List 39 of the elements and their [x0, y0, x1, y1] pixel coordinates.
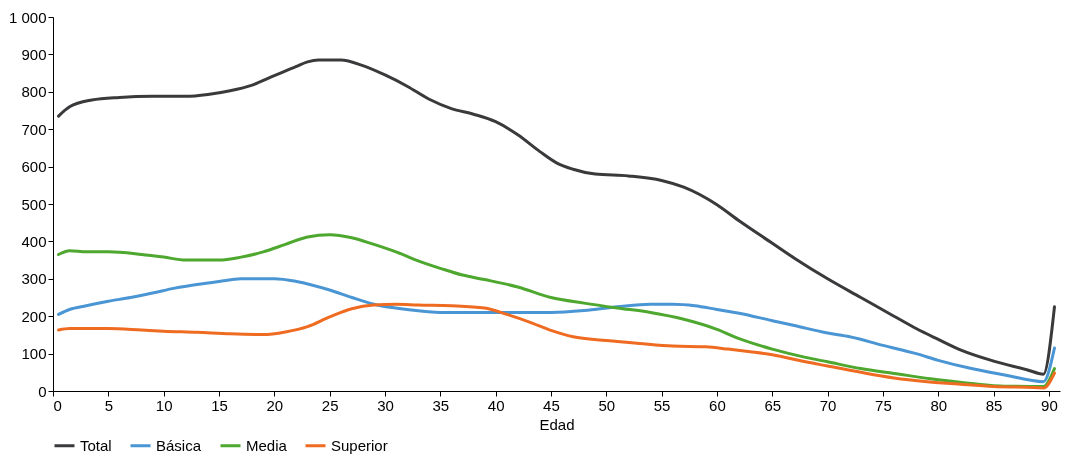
x-tick-label: 80: [930, 396, 948, 414]
legend-label: Superior: [331, 436, 388, 454]
y-tick-label: 600: [21, 158, 47, 176]
y-tick-label: 200: [21, 307, 47, 325]
x-tick-label: 15: [211, 396, 228, 414]
x-tick-label: 60: [709, 396, 726, 414]
legend-label: Total: [80, 436, 112, 454]
line-series: [57, 277, 1056, 384]
x-tick-label: 85: [985, 396, 1003, 414]
x-tick-label: 0: [53, 396, 62, 414]
line-series: [57, 302, 1056, 390]
line-series: [57, 58, 1056, 376]
x-tick-label: 10: [155, 396, 173, 414]
y-tick-label: 300: [21, 270, 47, 288]
x-tick-label: 55: [653, 396, 671, 414]
y-tick-label: 800: [21, 83, 47, 101]
y-tick-label: 900: [21, 45, 47, 63]
x-tick-label: 25: [321, 396, 339, 414]
y-tick-label: 1 000: [8, 8, 47, 26]
x-tick-label: 30: [377, 396, 394, 414]
x-tick-label: 45: [543, 396, 560, 414]
x-tick-label: 5: [104, 396, 113, 414]
x-tick-label: 40: [487, 396, 505, 414]
x-tick-label: 90: [1041, 396, 1058, 414]
line-series: [57, 233, 1056, 389]
x-tick-label: 20: [266, 396, 284, 414]
x-tick-label: 50: [598, 396, 616, 414]
x-tick-label: 75: [875, 396, 892, 414]
y-tick-label: 100: [21, 345, 47, 363]
y-tick-label: 400: [21, 232, 47, 250]
x-tick-label: 70: [819, 396, 837, 414]
x-axis-title: Edad: [539, 415, 575, 433]
x-tick-label: 65: [764, 396, 782, 414]
x-tick-label: 35: [432, 396, 450, 414]
legend-label: Media: [246, 436, 288, 454]
legend-label: Básica: [156, 436, 202, 454]
y-tick-label: 500: [21, 195, 47, 213]
y-tick-label: 700: [21, 120, 47, 138]
y-tick-label: 0: [38, 382, 47, 400]
